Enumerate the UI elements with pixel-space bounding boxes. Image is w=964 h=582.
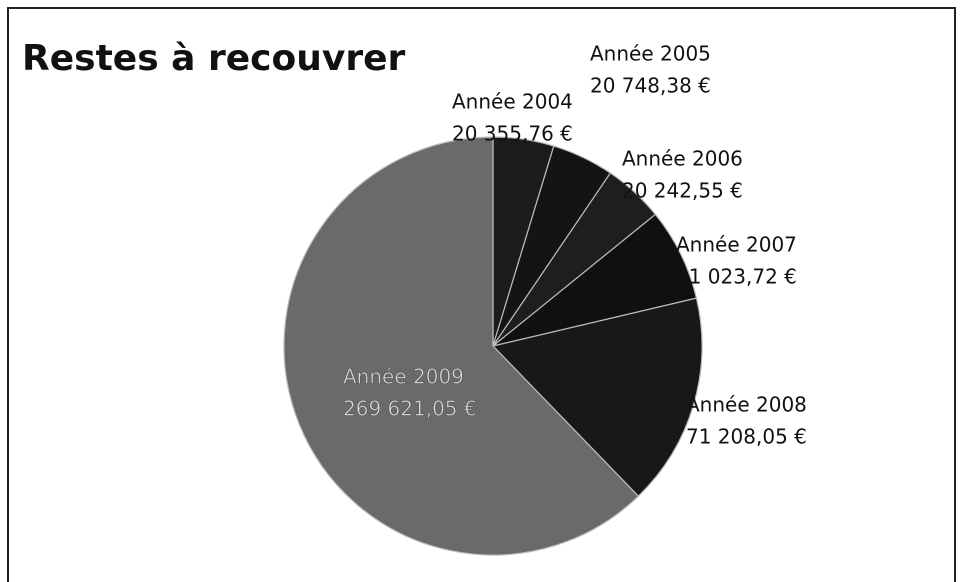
slice-value-label: 269 621,05 €	[343, 397, 477, 421]
slice-value-label: 20 748,38 €	[590, 74, 711, 98]
slice-label: Année 2007	[676, 233, 797, 257]
slice-label: Année 2009	[343, 365, 464, 389]
slice-label: Année 2008	[686, 393, 807, 417]
chart-title: Restes à recouvrer	[22, 38, 405, 79]
slice-value-label: 20 355,76 €	[452, 122, 573, 146]
chart-frame	[7, 7, 956, 582]
slice-label: Année 2005	[590, 42, 711, 66]
slice-label: Année 2004	[452, 90, 573, 114]
slice-label: Année 2006	[622, 147, 743, 171]
pie-slice	[283, 136, 640, 556]
slice-value-label: 31 023,72 €	[676, 265, 797, 289]
pie-slice	[491, 297, 703, 498]
slice-value-label: 71 208,05 €	[686, 425, 807, 449]
slice-value-label: 20 242,55 €	[622, 179, 743, 203]
